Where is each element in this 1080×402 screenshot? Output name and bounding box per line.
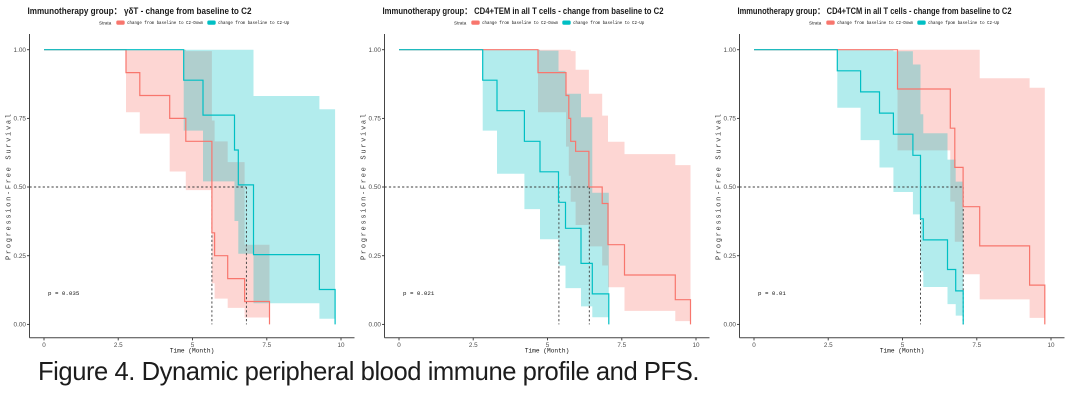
svg-text:10: 10: [337, 342, 345, 349]
svg-text:0.00: 0.00: [369, 322, 382, 329]
svg-text:change from baseline to C2-Up: change from baseline to C2-Up: [573, 21, 645, 26]
svg-text:Time (Month): Time (Month): [170, 348, 215, 355]
svg-text:Strata: Strata: [809, 20, 822, 25]
svg-text:Progression-Free Survival: Progression-Free Survival: [716, 114, 724, 260]
svg-text:p = 0.035: p = 0.035: [48, 290, 80, 297]
svg-text:p = 0.01: p = 0.01: [758, 290, 786, 297]
svg-text:change from baseline to C2-Up: change from baseline to C2-Up: [218, 21, 290, 26]
svg-text:0.75: 0.75: [14, 116, 27, 123]
svg-text:0.25: 0.25: [724, 253, 737, 260]
svg-text:2.5: 2.5: [824, 342, 833, 349]
svg-text:Strata: Strata: [454, 20, 467, 25]
svg-text:2.5: 2.5: [114, 342, 123, 349]
svg-text:Progression-Free Survival: Progression-Free Survival: [361, 114, 369, 260]
svg-text:5: 5: [901, 342, 905, 349]
svg-text:0.50: 0.50: [14, 184, 27, 191]
svg-text:Immunotherapy group： γδT - cha: Immunotherapy group： γδT - change from b…: [28, 6, 252, 16]
svg-text:1.00: 1.00: [724, 47, 737, 54]
svg-text:Immunotherapy group： CD4+TEM i: Immunotherapy group： CD4+TEM in all T ce…: [383, 6, 664, 16]
svg-text:2.5: 2.5: [469, 342, 478, 349]
svg-text:0: 0: [42, 342, 46, 349]
svg-text:0.00: 0.00: [14, 322, 27, 329]
svg-text:p = 0.021: p = 0.021: [403, 290, 435, 297]
svg-text:0: 0: [397, 342, 401, 349]
svg-text:0: 0: [752, 342, 756, 349]
svg-text:0.25: 0.25: [369, 253, 382, 260]
svg-text:Time (Month): Time (Month): [880, 348, 925, 355]
svg-text:7.5: 7.5: [262, 342, 271, 349]
svg-text:0.75: 0.75: [724, 116, 737, 123]
svg-text:7.5: 7.5: [617, 342, 626, 349]
svg-text:0.50: 0.50: [724, 184, 737, 191]
svg-text:10: 10: [1047, 342, 1055, 349]
svg-text:5: 5: [191, 342, 195, 349]
svg-text:1.00: 1.00: [14, 47, 27, 54]
svg-text:change fpom baseline to C2-Up: change fpom baseline to C2-Up: [928, 21, 1000, 26]
svg-text:Strata: Strata: [99, 20, 112, 25]
svg-text:0.75: 0.75: [369, 116, 382, 123]
svg-text:Immunotherapy group： CD4+TCM i: Immunotherapy group： CD4+TCM in all T ce…: [738, 6, 1012, 16]
svg-text:0.50: 0.50: [369, 184, 382, 191]
svg-text:5: 5: [546, 342, 550, 349]
svg-text:7.5: 7.5: [972, 342, 981, 349]
svg-text:Progression-Free Survival: Progression-Free Survival: [6, 114, 14, 260]
svg-text:change from baseline to C2-Dow: change from baseline to C2-Down: [482, 21, 559, 26]
svg-text:1.00: 1.00: [369, 47, 382, 54]
svg-text:10: 10: [692, 342, 700, 349]
svg-text:change from baseline to C2-Dow: change from baseline to C2-Down: [837, 21, 914, 26]
svg-text:Time (Month): Time (Month): [525, 348, 570, 355]
svg-text:change from baseline to C2-Dow: change from baseline to C2-Down: [127, 21, 204, 26]
svg-text:0.25: 0.25: [14, 253, 27, 260]
svg-text:0.00: 0.00: [724, 322, 737, 329]
